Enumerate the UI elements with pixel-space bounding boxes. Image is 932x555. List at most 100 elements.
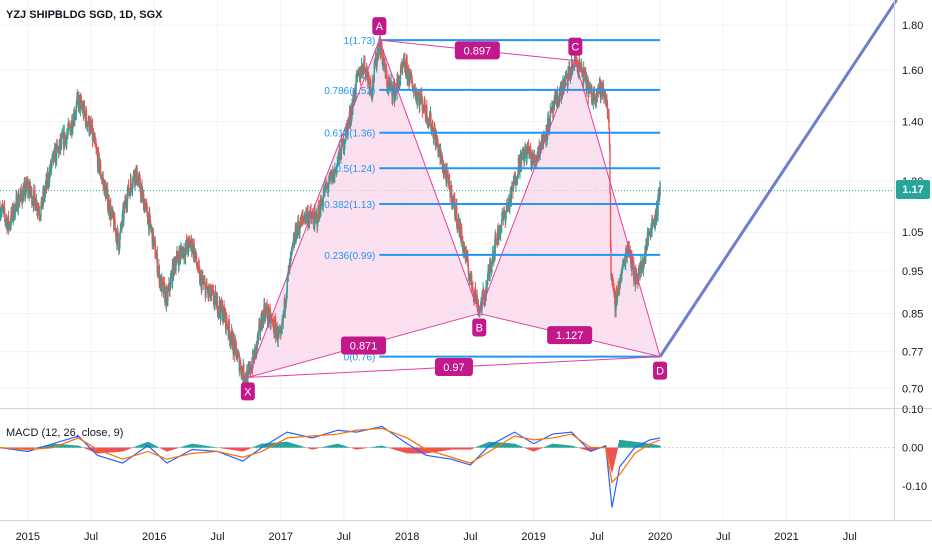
candle-body [31, 188, 33, 204]
candle-body [297, 220, 300, 229]
candle-body [18, 201, 20, 205]
candle-body [392, 87, 395, 89]
pattern-point-marker [472, 318, 487, 337]
candle-body [410, 71, 412, 73]
candle-body [184, 247, 187, 258]
y-tick-label: 1.60 [902, 65, 923, 77]
y-tick-label: 0.95 [902, 266, 923, 278]
candle-body [349, 121, 352, 123]
candle-body [175, 255, 178, 263]
candle-body [362, 63, 365, 73]
candle-body [422, 107, 425, 110]
candle-body [194, 253, 196, 260]
candle-body [16, 195, 18, 212]
candle-body [503, 209, 505, 219]
candle-body [372, 78, 374, 93]
candle-body [654, 221, 656, 228]
candle-body [339, 151, 342, 160]
candle-body [66, 135, 68, 145]
fib-level-label: 0(0.76) [344, 353, 376, 364]
ratio-badge [341, 336, 387, 355]
candle-body [180, 248, 183, 252]
candle-body [284, 306, 286, 312]
candle-body [516, 179, 518, 184]
candle-body [597, 88, 599, 95]
candle-body [605, 101, 607, 104]
candle-body [541, 134, 543, 148]
candle-body [154, 241, 156, 258]
candle-body [470, 271, 473, 280]
candle-body [408, 72, 411, 84]
candle-body [249, 363, 252, 373]
candle-body [575, 60, 577, 62]
candle-body [289, 259, 291, 272]
candle-body [375, 53, 378, 68]
candle-body [471, 279, 473, 290]
candle-body [208, 291, 211, 295]
candle-body [606, 102, 609, 117]
candle-body [100, 175, 102, 179]
candle-body [140, 188, 142, 197]
candle-body [340, 140, 343, 160]
candle-body [501, 219, 503, 226]
candle-body [608, 115, 610, 130]
candle-body [462, 239, 464, 251]
candle-body [272, 320, 274, 323]
candle-body [383, 63, 385, 66]
candle-body [91, 124, 94, 140]
candle-body [430, 113, 432, 130]
candle-body [549, 125, 551, 128]
candle-body [271, 319, 273, 321]
candle-body [117, 229, 119, 233]
candle-body [328, 183, 330, 188]
candle-body [542, 135, 544, 149]
candle-body [401, 65, 404, 69]
candle-body [202, 277, 204, 283]
candle-body [520, 156, 523, 170]
candle-body [477, 306, 480, 308]
candle-body [255, 342, 258, 354]
candle-body [162, 281, 164, 283]
candle-body [394, 91, 396, 102]
candle-body [462, 247, 465, 251]
candle-body [576, 65, 579, 68]
candle-body [448, 180, 451, 190]
candle-body [48, 182, 50, 184]
candle-body [86, 123, 89, 127]
candle-body [39, 217, 42, 219]
candle-body [129, 179, 132, 197]
candle-body [382, 57, 385, 66]
ratio-label: 0.871 [350, 340, 378, 352]
candle-body [518, 158, 520, 160]
candle-body [290, 250, 293, 255]
candle-body [187, 239, 190, 252]
candle-body [118, 247, 121, 252]
candle-body [146, 205, 148, 217]
candle-body [205, 287, 207, 298]
candle-body [209, 285, 212, 298]
candle-body [618, 282, 620, 295]
candle-body [316, 215, 318, 227]
candle-body [468, 278, 471, 281]
candle-body [598, 84, 601, 90]
candle-body [220, 299, 223, 309]
candle-body [188, 239, 191, 243]
candle-body [608, 129, 611, 145]
candle-body [148, 213, 150, 230]
candle-body [191, 247, 193, 252]
candle-body [176, 251, 179, 258]
candle-body [550, 107, 553, 111]
candle-body [345, 128, 347, 141]
candle-body [34, 190, 36, 199]
candle-body [639, 264, 642, 274]
candle-body [427, 119, 430, 125]
candle-body [281, 328, 283, 331]
candle-body [370, 79, 372, 89]
candle-body [262, 313, 264, 315]
candle-body [252, 350, 254, 369]
y-tick-label: 0.85 [902, 309, 923, 321]
candle-body [443, 171, 446, 175]
candle-body [10, 211, 12, 226]
ratio-badge [547, 326, 593, 345]
candle-body [136, 167, 138, 184]
